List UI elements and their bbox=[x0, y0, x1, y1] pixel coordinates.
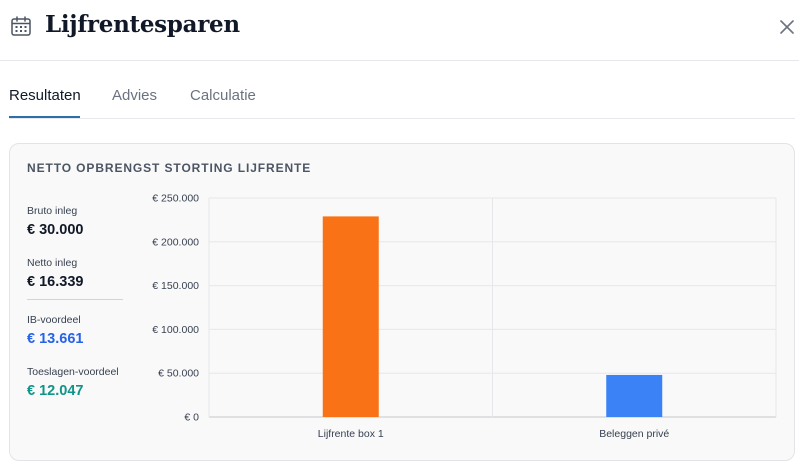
stat-label-bruto-inleg: Bruto inleg bbox=[27, 205, 78, 217]
stat-value-netto-inleg: € 16.339 bbox=[27, 274, 84, 290]
y-tick-label: € 200.000 bbox=[152, 236, 199, 248]
y-tick-label: € 100.000 bbox=[152, 324, 199, 336]
stat-value-bruto-inleg: € 30.000 bbox=[27, 222, 84, 238]
modal-header: Lijfrentesparen bbox=[0, 0, 799, 61]
y-tick-label: € 150.000 bbox=[152, 280, 199, 292]
tab-calculatie[interactable]: Calculatie bbox=[190, 87, 256, 104]
stat-divider bbox=[27, 299, 123, 300]
bar-chart: € 0 € 50.000 € 100.000 € 150.000 € 200.000 € … bbox=[152, 193, 777, 440]
stat-label-toeslagen-voordeel: Toeslagen-voordeel bbox=[27, 366, 119, 378]
y-tick-label: € 250.000 bbox=[152, 193, 199, 205]
calendar-icon bbox=[11, 16, 31, 36]
page-title: Lijfrentesparen bbox=[45, 11, 240, 38]
result-card: NETTO OPBRENGST STORTING LIJFRENTE Bruto… bbox=[9, 143, 795, 461]
tab-bar: Resultaten Advies Calculatie bbox=[9, 74, 795, 119]
x-tick-label: Beleggen privé bbox=[599, 428, 669, 440]
stat-label-netto-inleg: Netto inleg bbox=[27, 257, 78, 269]
y-tick-label: € 0 bbox=[184, 412, 199, 424]
bar-beleggen-prive bbox=[606, 374, 663, 417]
x-tick-label: Lijfrente box 1 bbox=[318, 428, 384, 440]
stat-label-ib-voordeel: IB-voordeel bbox=[27, 314, 81, 326]
tab-advies[interactable]: Advies bbox=[112, 87, 158, 104]
active-tab-indicator bbox=[9, 116, 80, 118]
tab-resultaten[interactable]: Resultaten bbox=[9, 87, 81, 104]
y-tick-label: € 50.000 bbox=[158, 368, 199, 380]
bar-lijfrente-box-1 bbox=[322, 216, 379, 417]
stat-value-toeslagen-voordeel: € 12.047 bbox=[27, 383, 84, 399]
stat-value-ib-voordeel: € 13.661 bbox=[27, 331, 84, 347]
card-title: NETTO OPBRENGST STORTING LIJFRENTE bbox=[27, 161, 312, 175]
close-icon[interactable] bbox=[776, 16, 798, 38]
